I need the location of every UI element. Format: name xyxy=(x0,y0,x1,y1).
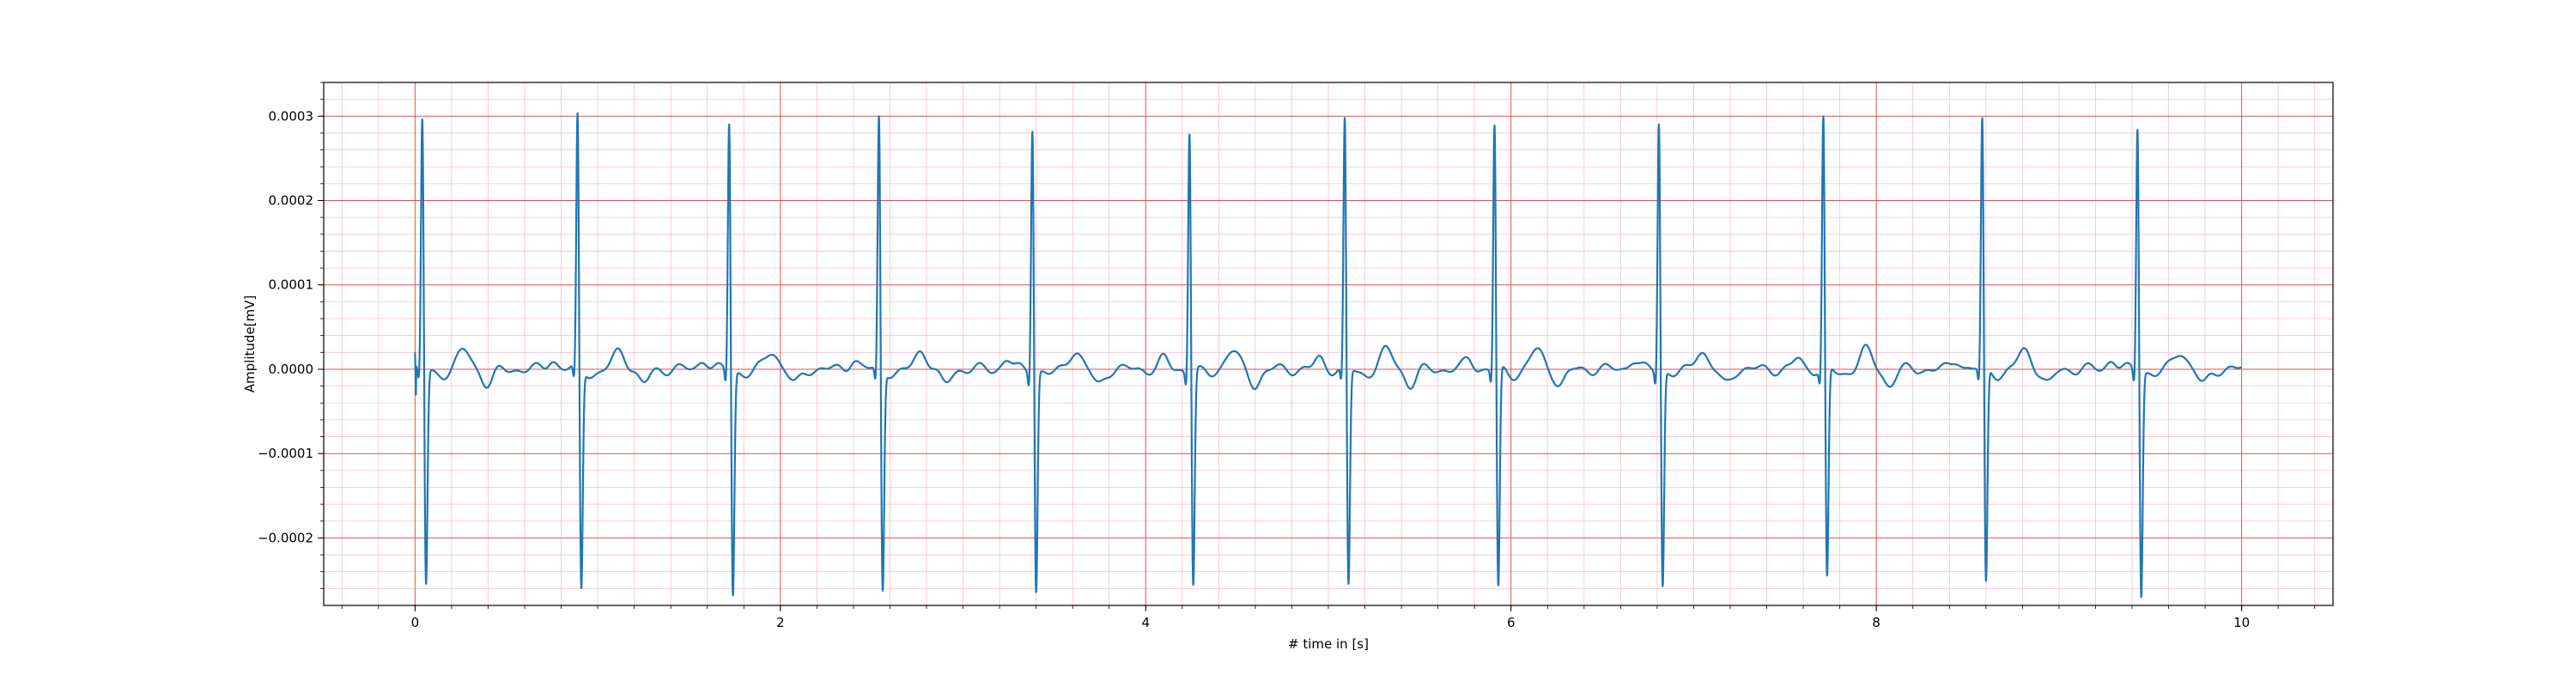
y-tick-label: 0.0000 xyxy=(269,362,314,377)
x-tick-label: 2 xyxy=(776,615,785,630)
y-tick-label: 0.0003 xyxy=(269,108,314,124)
y-tick-label: −0.0002 xyxy=(258,530,313,545)
ecg-signal-line xyxy=(414,112,2243,599)
y-tick-label: 0.0001 xyxy=(269,277,314,293)
x-tick-label: 6 xyxy=(1507,615,1516,630)
series-layer xyxy=(414,112,2243,599)
x-tick-label: 8 xyxy=(1872,615,1880,630)
x-axis: 0 2 4 6 8 10 xyxy=(341,605,2316,630)
y-tick-label: −0.0001 xyxy=(258,446,313,461)
x-axis-label: # time in [s] xyxy=(1288,636,1369,652)
x-tick-label: 10 xyxy=(2233,615,2250,630)
x-tick-label: 0 xyxy=(411,615,420,630)
minor-grid xyxy=(324,82,2333,605)
y-axis: −0.0002 −0.0001 0.0000 0.0001 0.0002 0.0003 xyxy=(258,82,324,589)
y-axis-label: Amplitude[mV] xyxy=(242,295,258,392)
x-tick-label: 4 xyxy=(1141,615,1150,630)
major-grid xyxy=(324,82,2333,605)
y-tick-label: 0.0002 xyxy=(269,193,314,209)
